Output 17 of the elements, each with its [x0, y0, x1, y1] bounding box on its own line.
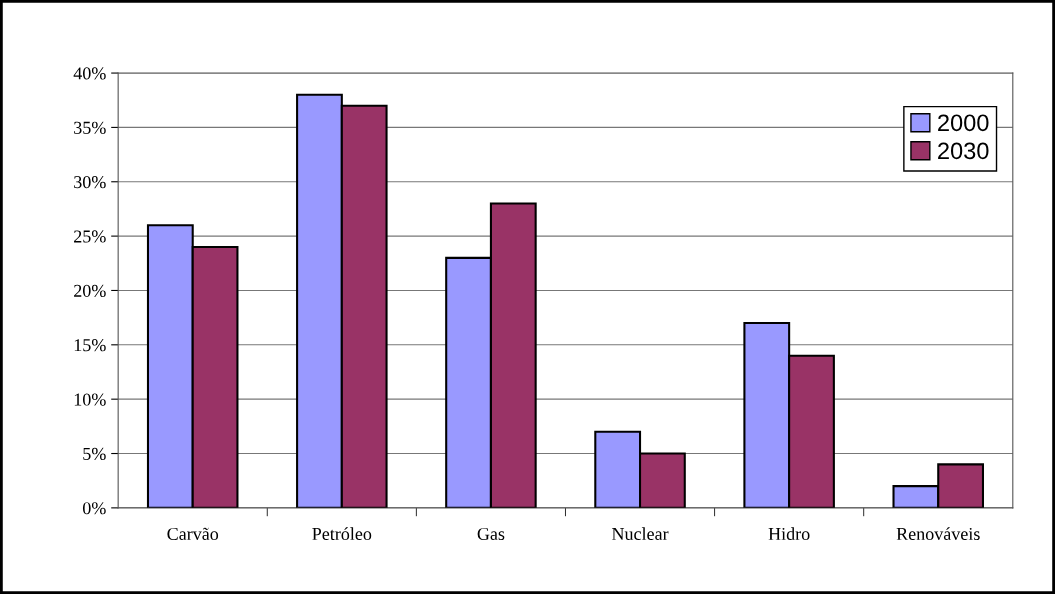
x-tick-label: Renováveis	[896, 527, 980, 541]
x-tick-label: Gas	[477, 527, 505, 541]
legend-label: 2030	[938, 142, 989, 160]
y-tick-label: 5%	[83, 447, 106, 461]
legend-label: 2000	[938, 114, 989, 132]
x-tick-label: Hidro	[768, 527, 810, 541]
x-tick-label: Petróleo	[312, 527, 372, 541]
y-tick-label: 0%	[82, 502, 106, 515]
y-tick-label: 25%	[74, 230, 106, 243]
y-tick-label: 15%	[74, 339, 106, 352]
y-tick-label: 20%	[74, 284, 106, 297]
y-tick-label: 40%	[73, 67, 106, 80]
y-tick-label: 10%	[74, 393, 106, 406]
x-tick-label: Nuclear	[611, 527, 669, 541]
y-tick-label: 35%	[74, 121, 106, 134]
y-tick-label: 30%	[74, 176, 106, 189]
x-tick-label: Carvão	[167, 527, 219, 541]
